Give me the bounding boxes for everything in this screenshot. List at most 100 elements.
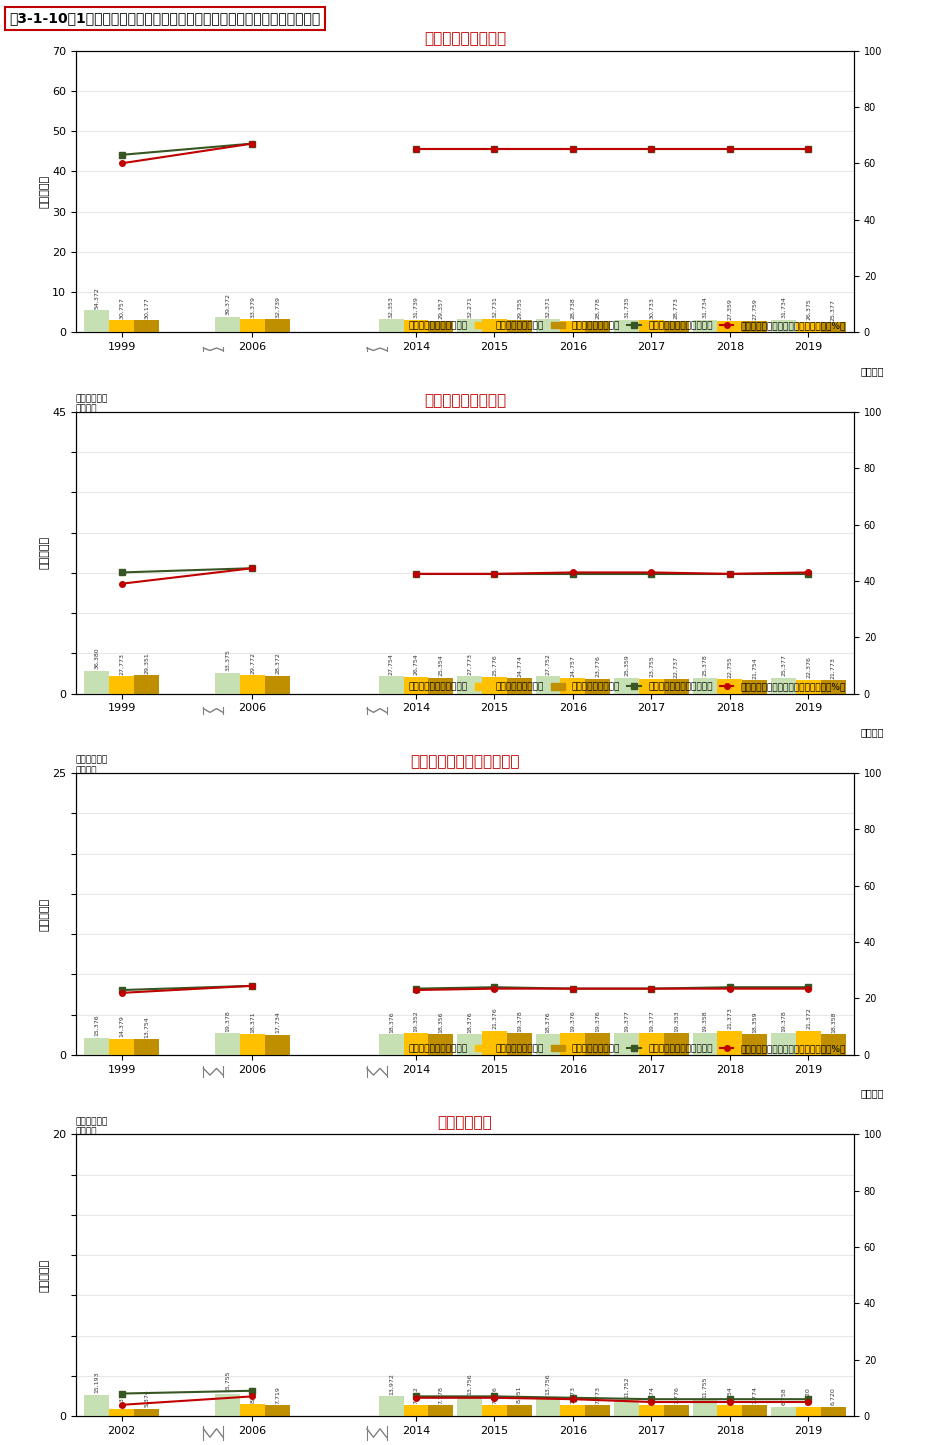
Text: 分別収集実施
市町村数
（市町）村数）: 分別収集実施 市町村数 （市町）村数） — [76, 1117, 114, 1147]
Text: 25,359: 25,359 — [624, 655, 629, 676]
Text: 1,640: 1,640 — [401, 439, 431, 449]
Bar — [109, 676, 134, 694]
Text: 1,640: 1,640 — [793, 801, 823, 811]
Bar — [639, 1033, 663, 1055]
Text: 7,778: 7,778 — [438, 1386, 443, 1403]
Text: 21,372: 21,372 — [806, 1007, 810, 1029]
Bar — [614, 319, 639, 332]
Text: 1,671: 1,671 — [637, 1162, 666, 1172]
Text: 1,992: 1,992 — [106, 801, 137, 811]
Text: 1,640: 1,640 — [637, 439, 666, 449]
Text: 13,756: 13,756 — [467, 1374, 472, 1396]
Bar — [663, 679, 689, 694]
Text: 30,177: 30,177 — [144, 298, 149, 319]
Text: 32,739: 32,739 — [275, 296, 280, 318]
Text: 28,372: 28,372 — [275, 653, 280, 675]
Text: 18,376: 18,376 — [389, 1011, 394, 1033]
Bar — [215, 673, 240, 694]
Text: 1,915: 1,915 — [106, 1162, 137, 1172]
Text: 13,972: 13,972 — [389, 1373, 394, 1394]
Text: 36,380: 36,380 — [94, 647, 100, 669]
Bar — [428, 1405, 454, 1416]
Text: 分別収集実施
市町村数
（市町）村数）: 分別収集実施 市町村数 （市町）村数） — [76, 394, 114, 425]
Text: 25,378: 25,378 — [702, 655, 708, 676]
Bar — [614, 1400, 639, 1416]
Bar — [586, 679, 610, 694]
Bar — [796, 322, 821, 332]
Bar — [240, 1405, 265, 1416]
Text: 30,733: 30,733 — [649, 296, 654, 318]
Bar — [84, 670, 109, 694]
Title: 茶色のガラス製容器: 茶色のガラス製容器 — [424, 393, 506, 407]
Text: 19,378: 19,378 — [517, 1010, 522, 1032]
Text: 11,755: 11,755 — [702, 1377, 708, 1399]
Bar — [586, 1405, 610, 1416]
Bar — [561, 1405, 586, 1416]
Bar — [663, 1033, 689, 1055]
Bar — [561, 678, 586, 694]
Text: 1,641: 1,641 — [715, 439, 745, 449]
Text: 27,754: 27,754 — [389, 653, 394, 675]
Text: 17,734: 17,734 — [275, 1011, 280, 1033]
Text: 22,376: 22,376 — [806, 656, 810, 678]
Text: 22,755: 22,755 — [727, 656, 733, 678]
Text: 19,377: 19,377 — [649, 1010, 654, 1032]
Bar — [482, 1030, 507, 1055]
Bar — [796, 679, 821, 694]
Text: 26,754: 26,754 — [414, 653, 419, 675]
Bar — [457, 1397, 482, 1416]
Bar — [215, 1033, 240, 1055]
Bar — [240, 675, 265, 694]
Text: 7,719: 7,719 — [275, 1386, 280, 1403]
Text: 1,672: 1,672 — [479, 1162, 510, 1172]
Bar — [482, 678, 507, 694]
Bar — [693, 678, 717, 694]
Bar — [507, 321, 531, 332]
Y-axis label: （万トン）: （万トン） — [39, 175, 49, 208]
Text: 32,271: 32,271 — [467, 296, 472, 318]
Text: 21,373: 21,373 — [727, 1007, 733, 1029]
Text: 1,991: 1,991 — [106, 439, 137, 449]
Text: 11,752: 11,752 — [624, 1377, 629, 1399]
Bar — [561, 1033, 586, 1055]
Bar — [507, 678, 531, 694]
Text: 30,757: 30,757 — [120, 296, 124, 318]
Text: 1,672: 1,672 — [793, 1162, 824, 1172]
Text: 28,778: 28,778 — [595, 298, 601, 319]
Text: 19,376: 19,376 — [595, 1010, 601, 1032]
Bar — [482, 1405, 507, 1416]
Text: 6,720: 6,720 — [830, 1387, 836, 1405]
Text: 21,376: 21,376 — [492, 1007, 497, 1029]
Title: その他の色のガラス製容器: その他の色のガラス製容器 — [410, 754, 520, 769]
Text: 15,193: 15,193 — [94, 1371, 100, 1393]
Text: 32,353: 32,353 — [389, 296, 394, 318]
Bar — [717, 679, 742, 694]
Text: 25,776: 25,776 — [492, 655, 497, 676]
Text: 29,351: 29,351 — [144, 652, 149, 673]
Text: 1,675: 1,675 — [715, 1162, 745, 1172]
Text: 27,759: 27,759 — [753, 298, 757, 319]
Text: 31,735: 31,735 — [624, 296, 629, 318]
Text: 25,377: 25,377 — [781, 655, 786, 676]
Text: 13,754: 13,754 — [144, 1016, 149, 1038]
Bar — [693, 319, 717, 332]
Bar — [663, 321, 689, 332]
Bar — [535, 676, 561, 694]
Text: 27,752: 27,752 — [546, 653, 550, 675]
Bar — [403, 676, 428, 694]
Bar — [821, 1406, 846, 1416]
Text: 1,676: 1,676 — [558, 1162, 587, 1172]
Bar — [614, 678, 639, 694]
Bar — [742, 681, 767, 694]
Text: 7,773: 7,773 — [570, 1386, 575, 1403]
Text: 29,755: 29,755 — [517, 298, 522, 319]
Text: 15,376: 15,376 — [94, 1014, 100, 1036]
Text: 18,371: 18,371 — [250, 1011, 255, 1033]
Y-axis label: （万トン）: （万トン） — [39, 536, 49, 569]
Text: 24,757: 24,757 — [570, 655, 575, 676]
Text: 6,758: 6,758 — [781, 1387, 786, 1405]
Text: 28,773: 28,773 — [674, 298, 679, 319]
Text: 33,379: 33,379 — [250, 296, 255, 318]
Bar — [507, 1033, 531, 1055]
Bar — [240, 1035, 265, 1055]
